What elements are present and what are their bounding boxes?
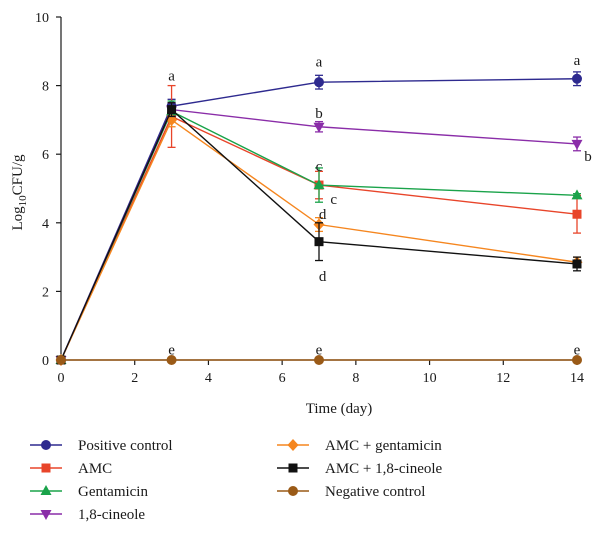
series-line [60, 118, 578, 361]
legend-marker [40, 485, 52, 495]
data-point [572, 73, 582, 84]
y-axis-title: Log10CFU/g [10, 154, 29, 231]
legend-marker [288, 486, 298, 496]
x-tick-label: 4 [205, 371, 212, 386]
significance-label: c [330, 192, 337, 208]
data-point [314, 237, 324, 247]
legend-label: AMC + 1,8-cineole [325, 461, 443, 477]
x-tick-label: 0 [58, 371, 65, 386]
y-tick-label: 6 [42, 148, 49, 163]
data-point [571, 139, 583, 150]
y-tick-label: 4 [42, 217, 49, 232]
data-point [56, 355, 66, 365]
data-point [314, 355, 324, 365]
x-tick-label: 2 [131, 371, 138, 386]
significance-label: b [315, 106, 323, 122]
legend-label: AMC + gentamicin [325, 438, 442, 454]
plot-area [55, 71, 583, 366]
legend-item: AMC + 1,8-cineole [277, 461, 443, 477]
y-tick-label: 2 [42, 285, 49, 300]
y-axis-title-base: Log [10, 206, 26, 231]
significance-annotations: aaabbccccdddeee [168, 53, 592, 359]
significance-label: a [574, 53, 581, 69]
significance-label: b [584, 149, 592, 165]
significance-label: c [316, 159, 323, 175]
y-tick-label: 8 [42, 80, 49, 95]
series-line [60, 108, 578, 361]
x-tick-label: 10 [423, 371, 437, 386]
legend-label: AMC [78, 461, 112, 477]
data-point [572, 355, 582, 365]
significance-label: d [319, 269, 327, 285]
data-point [572, 259, 582, 269]
legend-item: AMC + gentamicin [277, 438, 442, 454]
legend-marker [287, 439, 299, 451]
data-point [313, 179, 325, 190]
significance-label: a [168, 68, 175, 84]
x-axis-title: Time (day) [306, 401, 373, 417]
legend-label: Negative control [325, 484, 425, 500]
legend-marker [40, 510, 52, 520]
y-axis-title-sub: 10 [17, 195, 29, 207]
x-tick-label: 14 [570, 371, 584, 386]
legend-item: Positive control [30, 438, 173, 454]
x-tick-label: 12 [496, 371, 510, 386]
data-point [571, 189, 583, 200]
series-6 [56, 355, 582, 365]
significance-label: a [316, 55, 323, 71]
data-point [167, 105, 177, 115]
series-5 [56, 102, 582, 365]
y-axis-title-rest: CFU/g [10, 154, 26, 195]
legend: Positive control AMC Gentamicin 1,8-cineole… [30, 438, 443, 523]
legend-label: Positive control [78, 438, 173, 454]
series-line [60, 115, 578, 361]
data-point [572, 209, 582, 219]
legend-label: Gentamicin [78, 484, 148, 500]
legend-item: Gentamicin [30, 484, 148, 500]
legend-item: AMC [30, 461, 112, 477]
data-point [313, 122, 325, 133]
x-tick-label: 8 [352, 371, 359, 386]
significance-label: d [319, 207, 327, 223]
data-point [166, 355, 177, 365]
legend-marker [288, 463, 298, 473]
legend-label: 1,8-cineole [78, 507, 145, 523]
y-tick-label: 0 [42, 354, 49, 369]
legend-marker [41, 440, 51, 450]
significance-label: e [316, 343, 323, 359]
significance-label: e [168, 343, 175, 359]
legend-item: Negative control [277, 484, 425, 500]
data-point [314, 77, 324, 88]
x-tick-label: 6 [279, 371, 286, 386]
legend-marker [41, 463, 51, 473]
significance-label: e [574, 343, 581, 359]
legend-item: 1,8-cineole [30, 507, 145, 523]
y-tick-label: 10 [35, 11, 49, 26]
